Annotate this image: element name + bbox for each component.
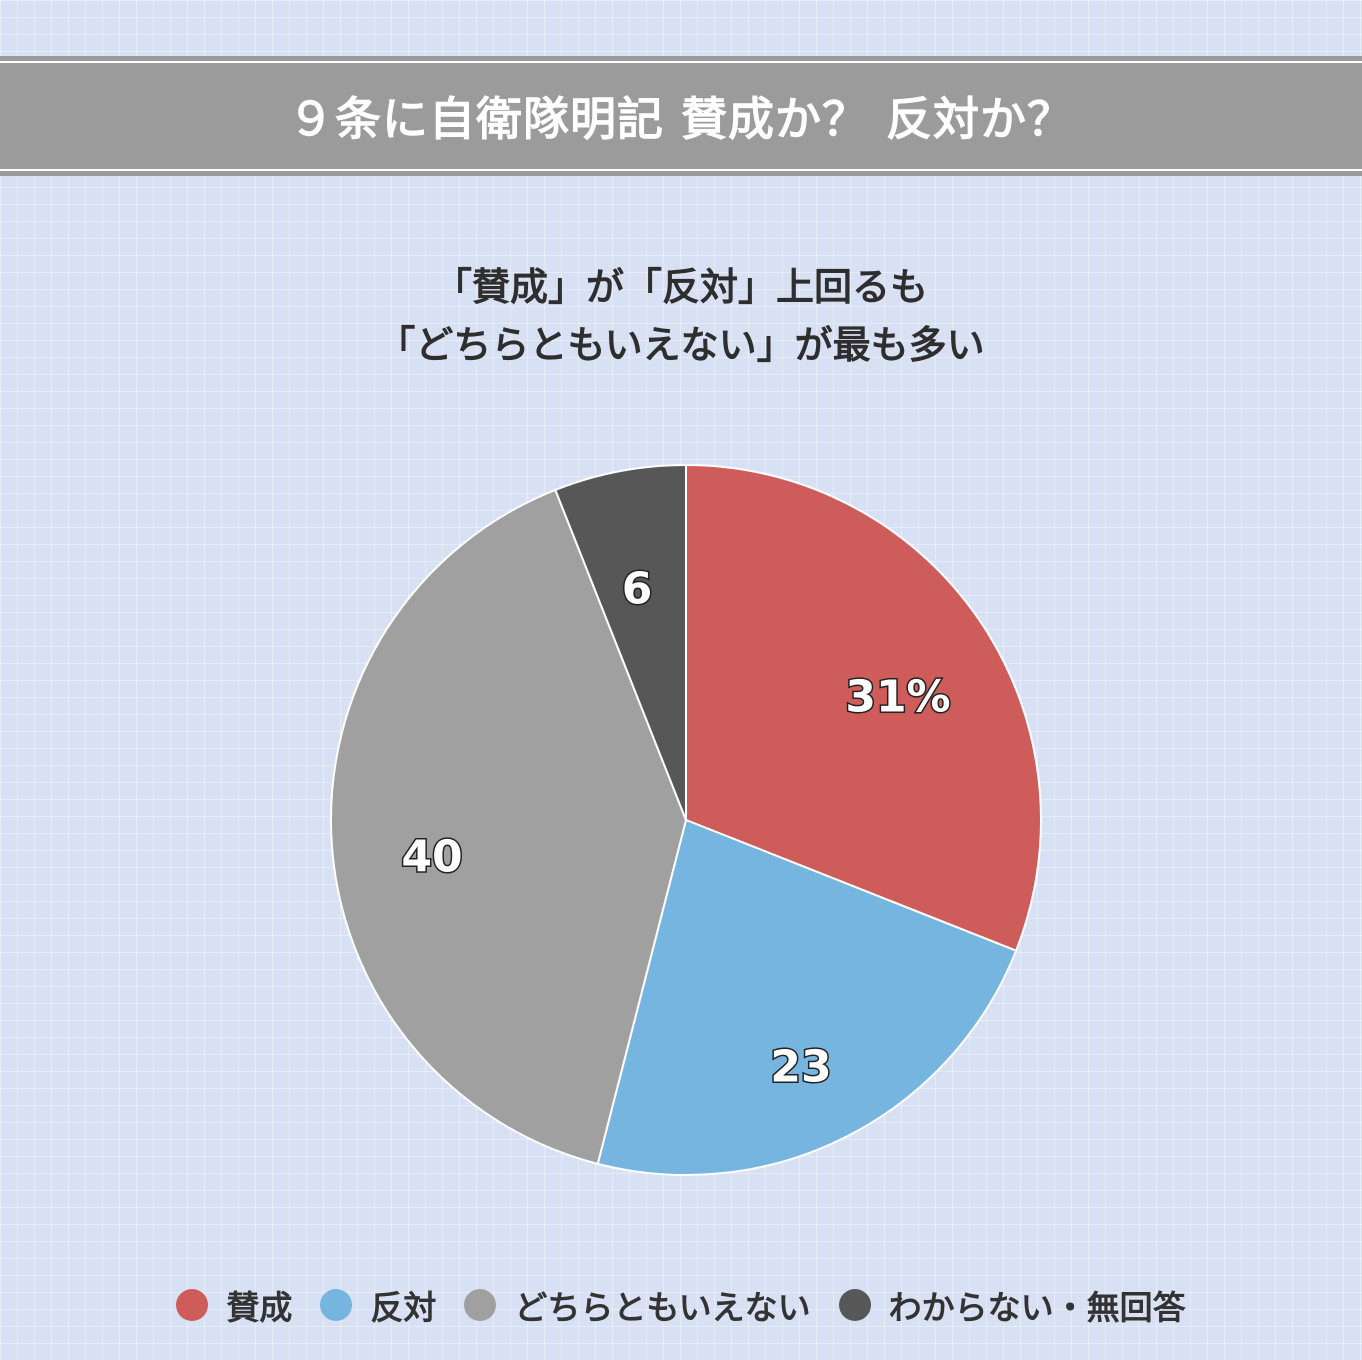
legend-item-2: 反対 <box>320 1281 436 1329</box>
banner-top-line <box>0 61 1362 63</box>
pie-slice-4 <box>554 463 687 821</box>
pie-label-1: 31% <box>845 672 950 723</box>
legend-swatch-4 <box>838 1289 871 1321</box>
legend-item-4: わからない・無回答 <box>838 1281 1186 1329</box>
pie-label-3: 40 <box>401 832 462 883</box>
pie-label-4: 6 <box>622 564 653 615</box>
legend-swatch-1 <box>176 1289 209 1321</box>
legend-swatch-2 <box>320 1289 353 1321</box>
page-title: ９条に自衛隊明記 賛成か？ 反対か？ <box>287 92 1075 146</box>
pie-chart: 31% 23 40 6 <box>329 463 1042 1176</box>
legend-label-3: どちらともいえない <box>514 1288 811 1327</box>
chart-subtitle-line-1: 「賛成」が「反対」上回るも <box>433 265 928 309</box>
pie-slice-1 <box>685 463 1042 952</box>
legend-label-1: 賛成 <box>226 1288 293 1327</box>
title-banner: ９条に自衛隊明記 賛成か？ 反対か？ <box>0 56 1362 176</box>
legend-swatch-3 <box>464 1289 497 1321</box>
chart-subtitle-line-2: 「どちらともいえない」が最も多い <box>377 323 985 367</box>
pie-slice-3 <box>329 488 688 1166</box>
pie-label-2: 23 <box>770 1042 831 1093</box>
legend-item-3: どちらともいえない <box>464 1281 811 1329</box>
pie-slices <box>329 463 1042 1176</box>
chart-subtitle: 「賛成」が「反対」上回るも 「どちらともいえない」が最も多い <box>0 258 1362 374</box>
banner-bottom-line <box>0 169 1362 171</box>
pie-labels: 31% 23 40 6 <box>400 562 952 1094</box>
legend-item-1: 賛成 <box>176 1281 292 1329</box>
chart-legend: 賛成 反対 どちらともいえない わからない・無回答 <box>0 1280 1362 1330</box>
legend-label-4: わからない・無回答 <box>888 1288 1186 1327</box>
legend-label-2: 反対 <box>370 1288 437 1327</box>
pie-slice-2 <box>596 818 1018 1176</box>
